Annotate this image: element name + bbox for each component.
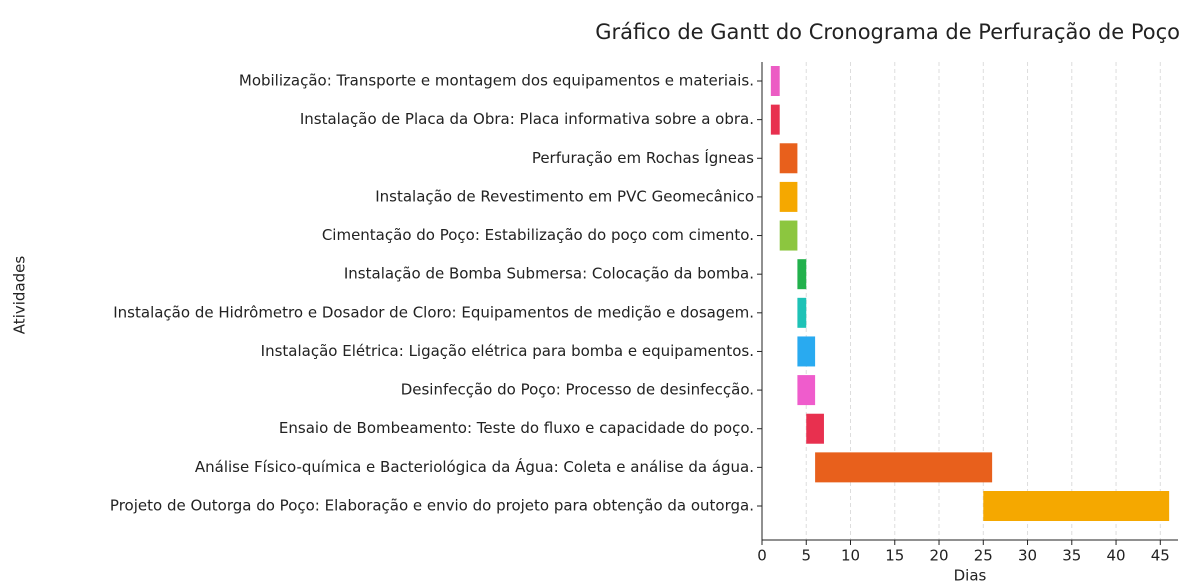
x-tick-label: 40 [1106, 547, 1125, 565]
bar [779, 220, 798, 251]
x-tick-label: 0 [757, 547, 767, 565]
bar [797, 259, 807, 290]
y-axis-label: Atividades [11, 256, 29, 335]
y-tick-label: Análise Físico-química e Bacteriológica … [195, 457, 754, 476]
bar [797, 375, 816, 406]
bar [983, 491, 1170, 521]
y-tick-label: Instalação de Placa da Obra: Placa infor… [300, 110, 754, 128]
bar [779, 143, 798, 174]
bar [815, 452, 993, 483]
bar [797, 297, 807, 328]
x-tick-label: 45 [1151, 547, 1170, 565]
y-tick-label: Ensaio de Bombeamento: Teste do fluxo e … [279, 419, 754, 437]
bar [770, 104, 780, 135]
y-tick-label: Instalação Elétrica: Ligação elétrica pa… [261, 342, 754, 360]
chart-title: Gráfico de Gantt do Cronograma de Perfur… [595, 20, 1180, 44]
y-tick-label: Instalação de Revestimento em PVC Geomec… [375, 187, 754, 205]
y-tick-label: Instalação de Hidrômetro e Dosador de Cl… [113, 303, 754, 321]
bar [779, 181, 798, 212]
x-tick-label: 35 [1062, 547, 1081, 565]
x-tick-label: 10 [841, 547, 860, 565]
y-tick-label: Cimentação do Poço: Estabilização do poç… [322, 226, 754, 244]
x-tick-label: 30 [1018, 547, 1037, 565]
y-tick-label: Perfuração em Rochas Ígneas [532, 148, 754, 167]
x-tick-label: 25 [974, 547, 993, 565]
x-tick-label: 15 [885, 547, 904, 565]
bar [770, 66, 780, 96]
y-tick-label: Instalação de Bomba Submersa: Colocação … [344, 265, 754, 283]
bar [797, 336, 816, 367]
x-tick-label: 5 [801, 547, 811, 565]
y-tick-label: Mobilização: Transporte e montagem dos e… [239, 72, 754, 90]
y-tick-label: Projeto de Outorga do Poço: Elaboração e… [110, 497, 754, 515]
bar [806, 413, 824, 444]
y-tick-label: Desinfecção do Poço: Processo de desinfe… [401, 381, 754, 399]
x-tick-label: 20 [929, 547, 948, 565]
x-axis-label: Dias [954, 567, 987, 583]
